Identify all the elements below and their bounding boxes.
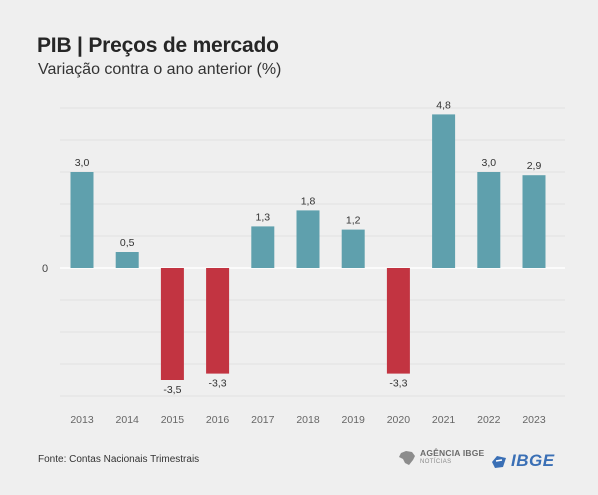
bar-2023[interactable] [522, 175, 546, 268]
agencia-logo-line2: NOTÍCIAS [420, 459, 452, 465]
data-label-2018: 1,8 [301, 195, 316, 207]
x-tick-label-2021: 2021 [432, 414, 456, 426]
agencia-ibge-logo: AGÊNCIA IBGE NOTÍCIAS [398, 449, 484, 467]
data-label-2022: 3,0 [481, 157, 496, 169]
x-tick-label-2019: 2019 [342, 414, 366, 426]
data-label-2016: -3,3 [209, 378, 227, 390]
bar-2016[interactable] [206, 268, 230, 374]
agencia-logo-line1: AGÊNCIA IBGE [420, 448, 485, 458]
x-tick-label-2014: 2014 [116, 414, 140, 426]
data-label-2014: 0,5 [120, 237, 135, 249]
data-label-2015: -3,5 [163, 384, 181, 396]
data-label-2020: -3,3 [389, 378, 407, 390]
brazil-map-icon [399, 451, 415, 465]
bar-2017[interactable] [251, 226, 275, 268]
bar-2014[interactable] [115, 252, 139, 268]
bar-2018[interactable] [296, 210, 320, 268]
data-label-2021: 4,8 [436, 99, 451, 111]
bar-2020[interactable] [386, 268, 410, 374]
bar-2019[interactable] [341, 229, 365, 268]
x-tick-label-2013: 2013 [70, 414, 94, 426]
ibge-emblem-icon [492, 455, 506, 468]
data-label-2013: 3,0 [75, 157, 90, 169]
chart-title: PIB | Preços de mercado [37, 34, 279, 57]
bar-2022[interactable] [477, 172, 501, 268]
data-label-2017: 1,3 [255, 211, 270, 223]
x-tick-label-2017: 2017 [251, 414, 275, 426]
bar-2013[interactable] [70, 172, 94, 268]
chart-subtitle: Variação contra o ano anterior (%) [38, 61, 282, 78]
y-tick-label: 0 [42, 263, 48, 275]
x-tick-label-2022: 2022 [477, 414, 501, 426]
data-label-2019: 1,2 [346, 215, 361, 227]
bar-2015[interactable] [160, 268, 184, 380]
bar-2021[interactable] [432, 114, 456, 269]
x-tick-label-2016: 2016 [206, 414, 230, 426]
gdp-bar-chart: 0 3,0 2013 0,5 2014 -3,5 2015 -3,3 2016 1,3 2017 1,… [42, 99, 565, 426]
ibge-logo: IBGE [490, 451, 555, 471]
ibge-logo-text: IBGE [511, 451, 555, 470]
source-note: Fonte: Contas Nacionais Trimestrais [38, 454, 200, 465]
x-tick-label-2023: 2023 [522, 414, 546, 426]
x-tick-label-2015: 2015 [161, 414, 185, 426]
x-tick-label-2020: 2020 [387, 414, 411, 426]
data-label-2023: 2,9 [527, 160, 542, 172]
x-tick-label-2018: 2018 [296, 414, 320, 426]
